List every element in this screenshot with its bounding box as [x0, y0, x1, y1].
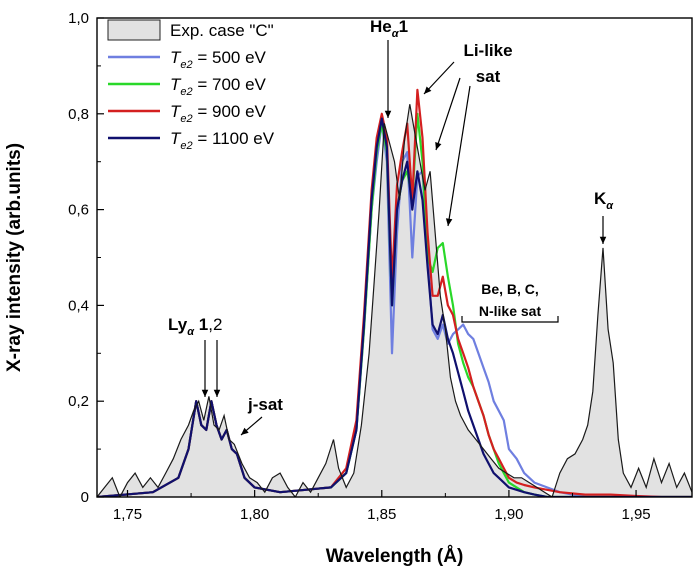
legend-t: T — [170, 102, 182, 121]
legend-rest: = 700 eV — [193, 75, 267, 94]
be-bracket — [461, 316, 559, 323]
arrow-ly-1-head — [201, 389, 209, 397]
plot-area — [97, 88, 692, 497]
legend-rest: = 500 eV — [193, 48, 267, 67]
y-tick-label: 1,0 — [68, 10, 89, 27]
label-li-like-line2: sat — [476, 67, 501, 86]
arrow-li-3 — [447, 85, 471, 227]
plot-clipped — [97, 88, 692, 497]
label-j-sat: j-sat — [247, 395, 283, 414]
legend-swatch-experimental — [107, 19, 161, 41]
ly-main: Ly — [168, 315, 188, 334]
arrow-he-head — [384, 110, 392, 118]
legend-label-3: Te2 = 900 eV — [170, 102, 267, 125]
x-tick-label: 1,95 — [621, 506, 650, 523]
legend-label-1: Te2 = 500 eV — [170, 48, 267, 71]
y-tick-label: 0,8 — [68, 106, 89, 123]
arrow-ly-2-head — [213, 389, 221, 397]
ly-sub: α — [187, 326, 195, 338]
legend-label-2: Te2 = 700 eV — [170, 75, 267, 98]
legend-label-experimental: Exp. case "C" — [170, 21, 274, 40]
ka-main: K — [594, 189, 607, 208]
label-li-like-line1: Li-like — [463, 41, 512, 60]
label-be-line1: Be, B, C, — [481, 281, 539, 297]
y-tick-label: 0,2 — [68, 393, 89, 410]
label-k-alpha: Kα — [594, 189, 614, 212]
arrow-li-2-head — [435, 142, 442, 150]
arrow-j-sat-head — [241, 427, 249, 435]
x-tick-label: 1,90 — [494, 506, 523, 523]
y-tick-label: 0 — [81, 489, 89, 506]
arrow-li-1 — [423, 61, 455, 95]
label-be-line2: N-like sat — [479, 303, 542, 319]
axes: 1,75 1,80 1,85 1,90 1,95 0 0,2 0,4 0,6 0,8 1,0 Wave… — [4, 10, 693, 567]
x-axis-title: Wavelength (Å) — [326, 546, 464, 567]
arrow-li-1-head — [424, 86, 432, 94]
legend-sub: e2 — [180, 59, 192, 71]
x-tick-label: 1,85 — [367, 506, 396, 523]
legend-sub: e2 — [180, 113, 192, 125]
label-he-alpha-1: Heα1 — [370, 17, 408, 40]
ly-rest2: ,2 — [208, 315, 222, 334]
y-axis-title: X-ray intensity (arb.units) — [4, 143, 25, 372]
legend-rest: = 1100 eV — [193, 129, 275, 148]
y-tick-label: 0,4 — [68, 297, 89, 314]
arrow-li-3-head — [445, 218, 453, 226]
he-rest: 1 — [399, 17, 408, 36]
legend-t: T — [170, 48, 182, 67]
legend-rest: = 900 eV — [193, 102, 267, 121]
arrow-k-alpha-head — [599, 236, 607, 244]
label-ly-alpha: Lyα 1,2 — [168, 315, 222, 338]
legend-sub: e2 — [180, 86, 192, 98]
he-sub: α — [392, 28, 400, 40]
arrow-li-2 — [435, 77, 461, 151]
experimental-outline — [97, 104, 692, 497]
legend-t: T — [170, 129, 182, 148]
ly-rest: 1 — [194, 315, 208, 334]
x-tick-label: 1,75 — [113, 506, 142, 523]
x-tick-label: 1,80 — [240, 506, 269, 523]
legend-sub: e2 — [180, 140, 192, 152]
legend-t: T — [170, 75, 182, 94]
legend-label-4: Te2 = 1100 eV — [170, 129, 275, 152]
ka-sub: α — [606, 200, 614, 212]
series-line-3 — [97, 117, 692, 497]
y-tick-label: 0,6 — [68, 202, 89, 219]
he-main: He — [370, 17, 392, 36]
